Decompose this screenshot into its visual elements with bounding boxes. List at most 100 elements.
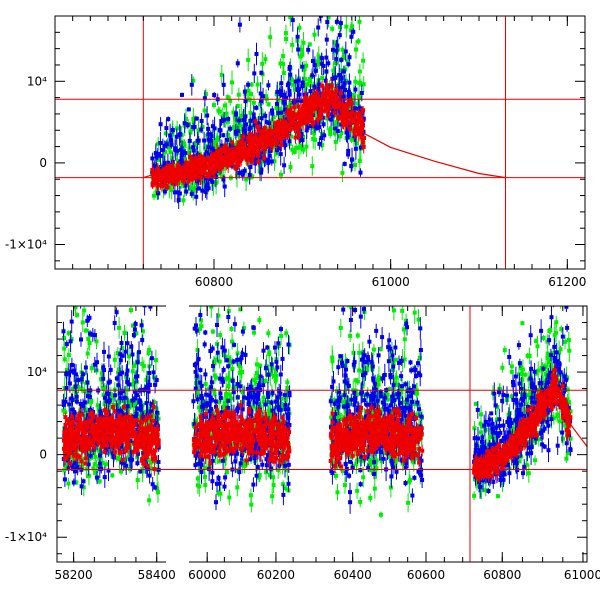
bottom-seg0-green-point: [89, 398, 94, 403]
bottom-seg0-blue-point: [92, 418, 97, 423]
top-red-point: [361, 144, 366, 149]
top-blue-point: [275, 102, 279, 106]
top-green-point: [289, 134, 293, 139]
bottom-seg0-green-point: [110, 396, 115, 401]
bottom-seg0-green-point: [97, 479, 102, 484]
top-red-point: [296, 104, 301, 109]
bottom-seg0-green-point: [76, 385, 81, 390]
bottom-seg0-blue-point: [100, 414, 105, 419]
bottom-seg0-blue-point: [121, 461, 126, 466]
top-green-point: [223, 103, 227, 108]
top-green-point: [191, 119, 196, 124]
top-red-point: [340, 102, 345, 107]
bottom-seg0-blue-point: [92, 333, 97, 338]
top-blue-point: [267, 153, 272, 158]
top-blue-point: [189, 191, 194, 196]
top-red-point: [225, 157, 230, 162]
top-blue-point: [176, 198, 181, 203]
bottom-seg0-green-point: [76, 461, 81, 466]
bottom-seg0-green-point: [117, 325, 122, 330]
top-red-point: [252, 140, 257, 145]
bottom-seg0-blue-point: [81, 479, 86, 484]
top-green-point: [320, 132, 324, 136]
top-green-point: [357, 158, 362, 163]
bottom-seg0-blue-point: [129, 344, 134, 349]
bottom-seg0-blue-point: [88, 331, 93, 336]
top-red-point: [333, 104, 338, 109]
top-red-point: [293, 112, 298, 117]
bottom-seg0-red-point: [151, 451, 156, 456]
top-red-point: [357, 114, 362, 119]
bottom-seg0-blue-point: [79, 484, 84, 489]
top-red-point: [262, 156, 267, 160]
bottom-seg0-green-point: [85, 351, 90, 356]
top-green-point: [264, 94, 269, 99]
top-green-point: [249, 82, 254, 87]
top-green-point: [201, 177, 206, 182]
top-red-point: [260, 130, 265, 134]
bottom-seg0-blue-point: [62, 477, 67, 482]
top-blue-point: [206, 132, 211, 137]
top-green-point: [308, 79, 312, 84]
bottom-seg0-blue-point: [107, 442, 112, 446]
top-green-point: [346, 59, 351, 64]
bottom-seg0-blue-point: [116, 383, 121, 388]
top-green-point: [339, 130, 344, 135]
top-blue-point: [153, 151, 158, 156]
top-blue-point: [282, 163, 287, 168]
top-red-point: [156, 170, 161, 175]
top-green-point: [328, 131, 333, 136]
top-red-point: [213, 169, 217, 174]
top-blue-point: [316, 87, 321, 91]
top-red-point: [249, 146, 254, 151]
top-green-point: [313, 5, 317, 9]
bottom-seg0-green-point: [100, 371, 104, 376]
top-green-point: [326, 16, 331, 20]
bottom-seg0-green-point: [156, 490, 160, 495]
top-blue-point: [212, 126, 217, 131]
top-blue-point: [202, 96, 207, 101]
top-green-point: [288, 16, 293, 20]
top-green-point: [334, 119, 339, 124]
top-blue-point: [318, 16, 323, 18]
top-green-point: [351, 93, 356, 98]
bottom-seg0-green-point: [74, 480, 79, 485]
top-red-point: [359, 135, 364, 140]
top-tick-labels: 60800 61000 61200 -1×10⁴ 0 10⁴: [5, 74, 587, 289]
top-blue-point: [299, 131, 304, 136]
bottom-seg0-green-point: [154, 406, 159, 411]
top-red-point: [239, 157, 244, 162]
top-green-point: [266, 102, 271, 107]
top-blue-point: [300, 138, 305, 143]
top-red-point: [236, 158, 241, 163]
bottom-panel: 58200 58400 60000 60200 60400 60600 60800 61000…: [5, 304, 600, 582]
top-red-point: [175, 168, 180, 173]
top-blue-point: [350, 11, 354, 15]
top-green-point: [284, 37, 289, 41]
bottom-seg0-green-point: [128, 466, 132, 471]
top-red-point: [291, 118, 295, 122]
top-blue-point: [172, 190, 177, 195]
top-blue-point: [317, 141, 322, 146]
top-blue-point: [256, 132, 261, 137]
top-blue-point: [253, 157, 258, 162]
bottom-seg0-green-point: [122, 330, 127, 335]
bottom-seg0-blue-point: [74, 394, 79, 399]
top-blue-point: [247, 127, 252, 131]
top-blue-point: [191, 145, 196, 150]
top-green-point: [182, 143, 187, 148]
top-green-point: [156, 158, 161, 162]
top-blue-point: [235, 129, 240, 134]
top-blue-point: [313, 68, 318, 73]
top-green-point: [235, 173, 239, 178]
top-blue-point: [270, 108, 274, 113]
bottom-seg0-green-point: [135, 478, 140, 482]
top-green-point: [281, 71, 286, 75]
top-blue-point: [324, 37, 329, 42]
top-red-point: [355, 119, 360, 124]
bottom-seg0-green-point: [62, 346, 67, 351]
bottom-seg0-blue-point: [118, 408, 123, 413]
top-blue-point: [205, 113, 210, 118]
top-green-point: [194, 143, 199, 147]
top-green-point: [236, 92, 241, 97]
